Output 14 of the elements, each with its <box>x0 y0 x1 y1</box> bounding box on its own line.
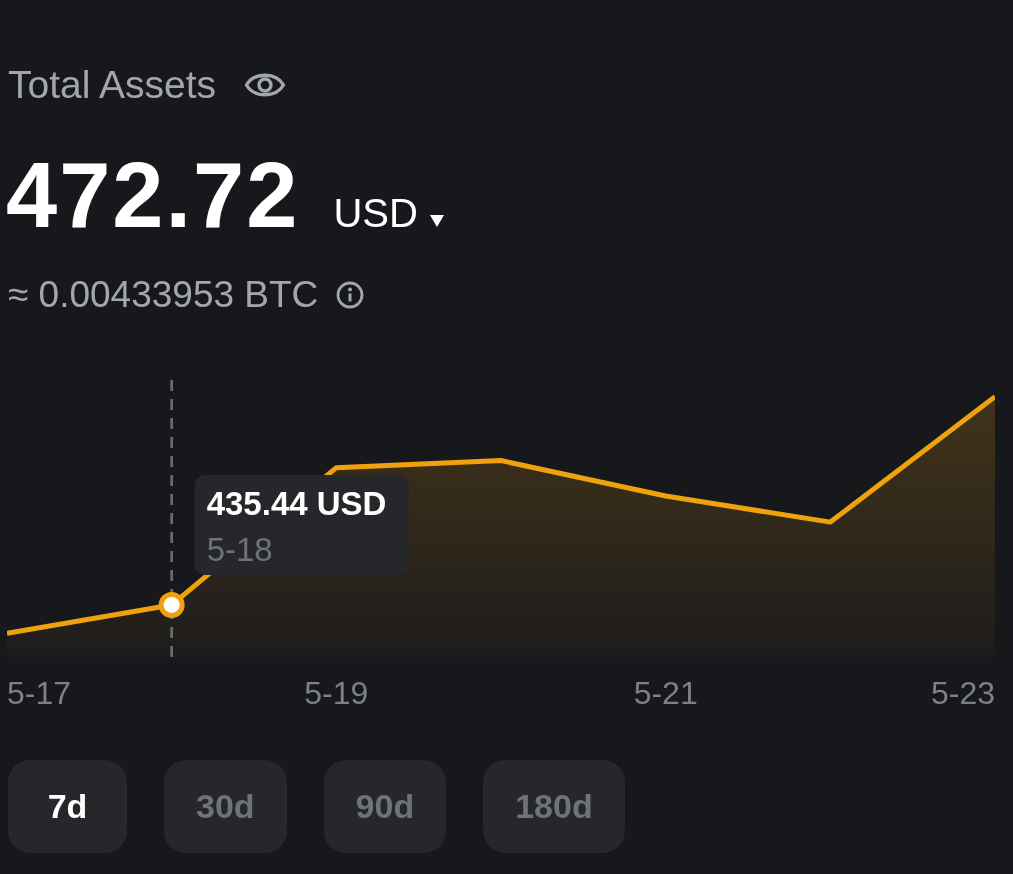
x-tick-label: 5-17 <box>7 675 72 711</box>
period-button: 90d <box>323 760 447 853</box>
chart-title: Total Assets <box>8 63 217 106</box>
text: USD <box>333 191 418 235</box>
x-tick-label: 5-23 <box>930 675 995 711</box>
period-button: 180d <box>483 760 625 853</box>
annotation: 5-18 <box>206 530 273 568</box>
chart-subtitle: 472.72 <box>6 144 300 246</box>
period-button: 7d <box>8 760 127 853</box>
annotation: 435.44 USD <box>206 484 387 522</box>
x-tick-label: 5-19 <box>304 675 369 711</box>
period-button: 30d <box>164 760 287 853</box>
text: ≈ 0.00433953 BTC <box>8 274 319 315</box>
x-tick-label: 5-21 <box>633 675 698 711</box>
